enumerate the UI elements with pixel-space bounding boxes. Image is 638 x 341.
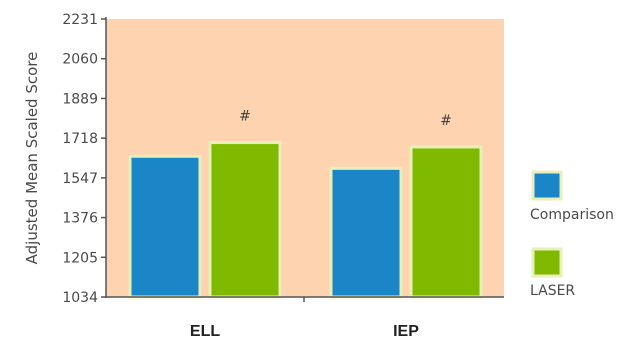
y-tick-label-1376: 1376 (62, 211, 98, 227)
legend-label-comparison: Comparison (530, 207, 614, 223)
bar-comparison-ell (128, 154, 202, 299)
annotation-iep: # (440, 113, 452, 129)
x-tick-label-ell: ELL (190, 323, 220, 340)
bar-laser-ell (208, 141, 282, 299)
y-tick-label-2231: 2231 (62, 12, 98, 28)
axes-group (105, 17, 504, 302)
y-tick-label-2060: 2060 (62, 52, 98, 68)
y-ticks-group: 2231 2060 1889 1718 1547 1376 1205 1034 (62, 12, 106, 306)
bars-group (128, 141, 483, 299)
y-tick-label-1718: 1718 (62, 131, 98, 147)
y-tick-label-1547: 1547 (62, 171, 98, 187)
annotations-group: # # (239, 109, 452, 129)
x-labels-group: ELL IEP (190, 323, 419, 340)
legend: Comparison LASER (530, 170, 614, 299)
x-tick-label-iep: IEP (393, 323, 419, 340)
bar-laser-iep (409, 145, 483, 299)
legend-swatch-laser (531, 247, 563, 278)
legend-label-laser: LASER (530, 283, 575, 299)
annotation-ell: # (239, 109, 251, 125)
y-axis-label: Adjusted Mean Scaled Score (23, 52, 41, 265)
bar-comparison-iep (329, 166, 403, 299)
y-tick-label-1205: 1205 (62, 250, 98, 266)
y-tick-label-1034: 1034 (62, 290, 98, 306)
y-tick-label-1889: 1889 (62, 91, 98, 107)
legend-swatch-comparison (531, 170, 563, 201)
